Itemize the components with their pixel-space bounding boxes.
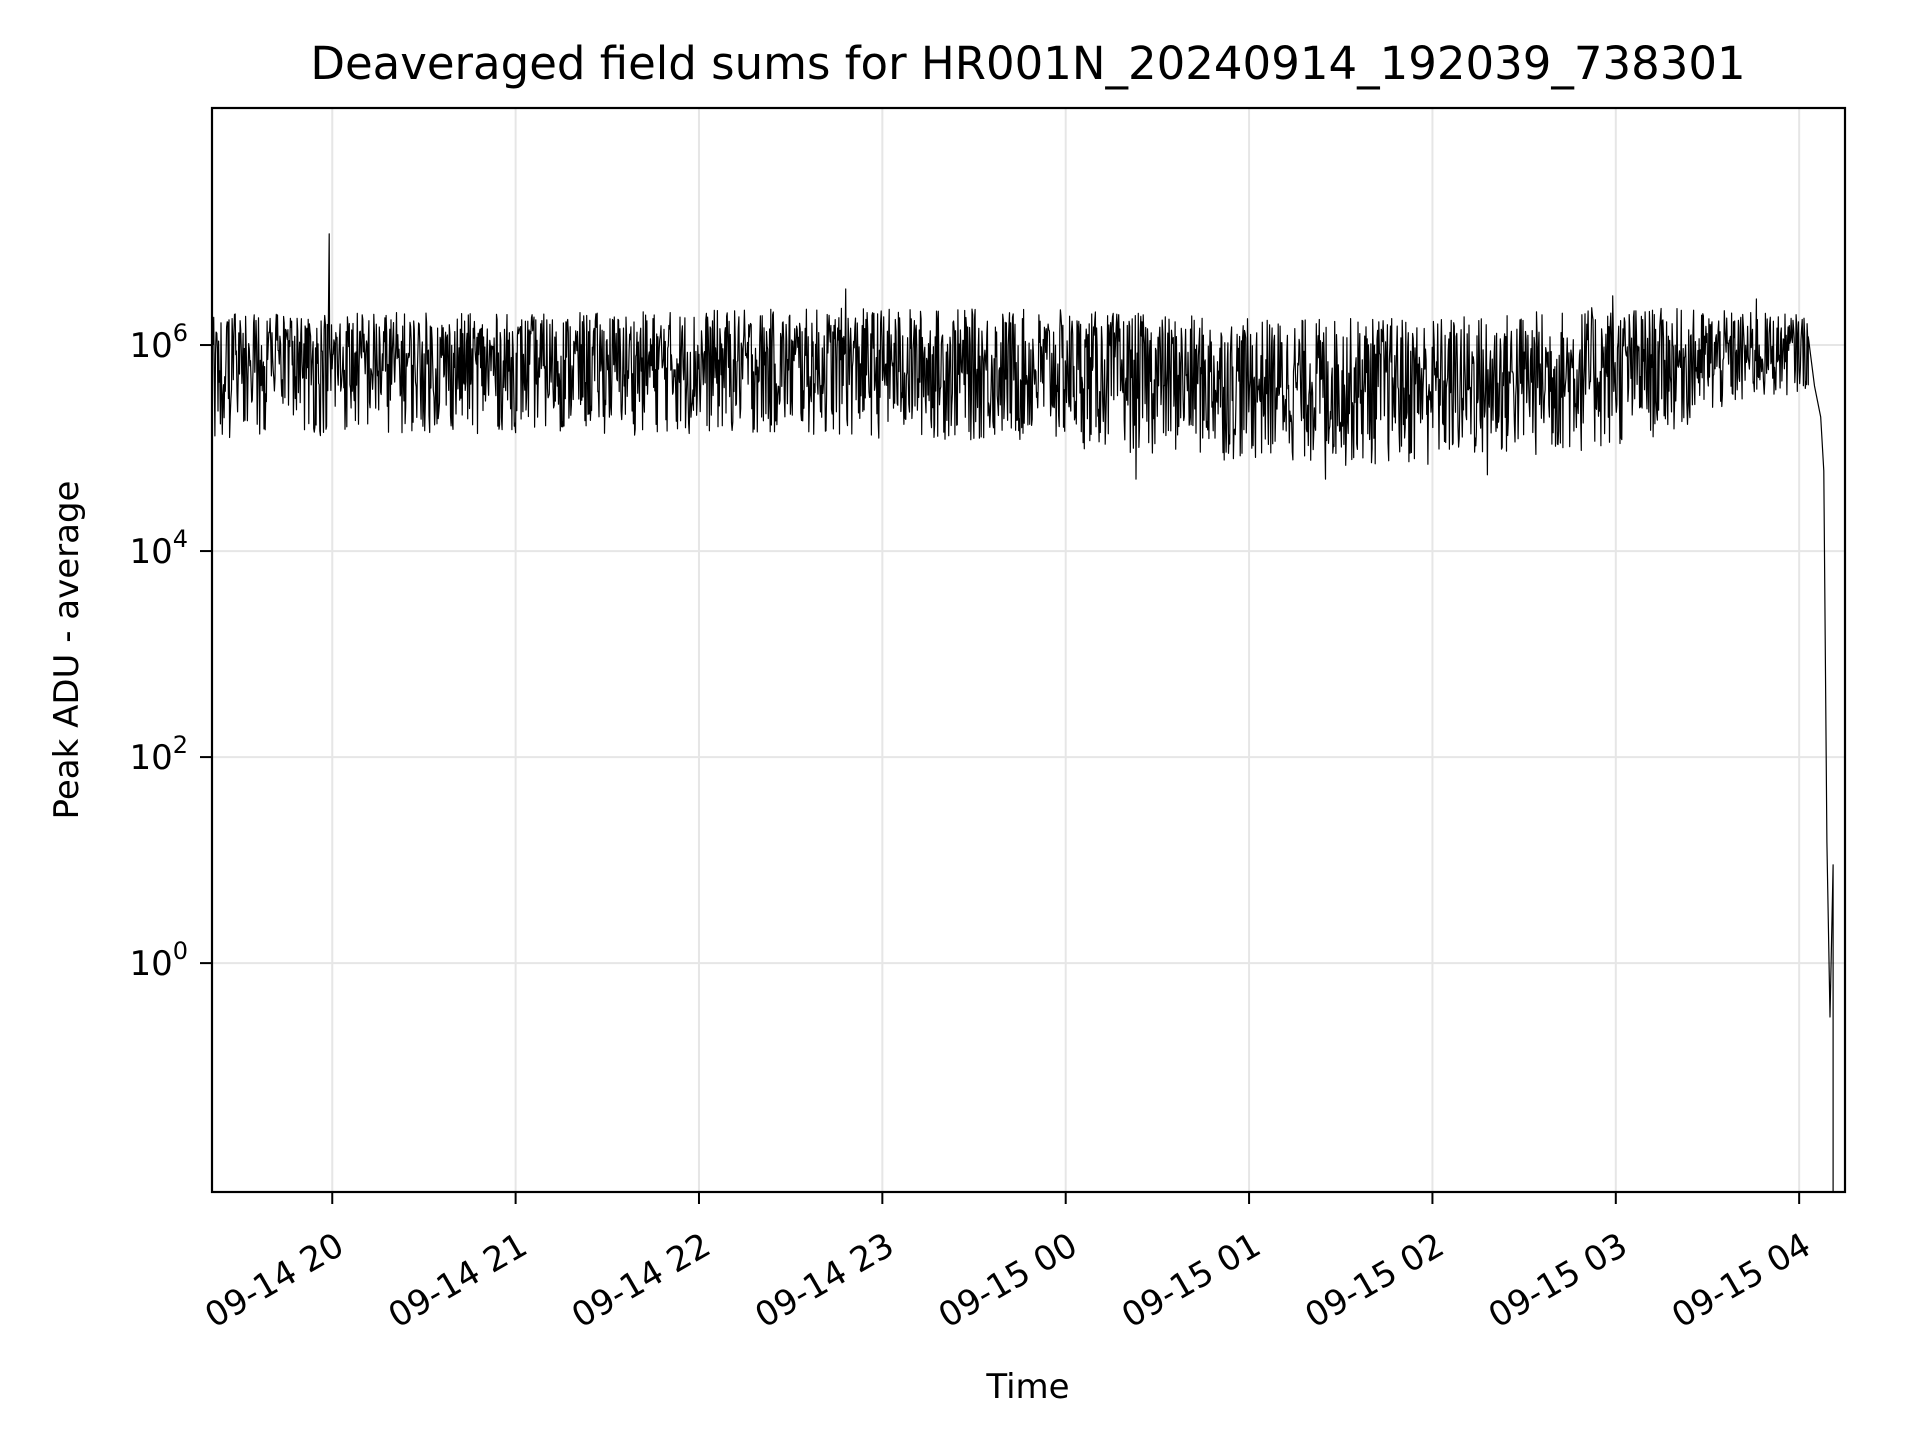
x-tick-label: 09-15 04	[1665, 1225, 1817, 1336]
y-tick-label: 100	[129, 937, 188, 984]
y-tick-base: 10	[129, 532, 172, 572]
y-tick-base: 10	[129, 738, 172, 778]
chart-title: Deaveraged field sums for HR001N_2024091…	[310, 37, 1745, 90]
x-tick-label: 09-15 01	[1115, 1225, 1267, 1336]
x-tick-label: 09-15 03	[1482, 1225, 1634, 1336]
x-tick-label: 09-15 02	[1299, 1225, 1451, 1336]
y-tick-base: 10	[129, 326, 172, 366]
x-axis-label: Time	[985, 1367, 1069, 1407]
plot-frame	[210, 106, 1847, 1194]
y-tick-exponent: 0	[173, 937, 188, 965]
y-tick-label: 104	[129, 525, 188, 572]
series-line	[212, 233, 1834, 1192]
y-tick-exponent: 6	[173, 319, 188, 347]
y-tick-base: 10	[129, 944, 172, 984]
x-tick-label: 09-14 21	[382, 1225, 534, 1336]
y-tick-exponent: 2	[173, 731, 188, 759]
grid	[212, 108, 1845, 1192]
x-tick-label: 09-15 00	[932, 1225, 1084, 1336]
y-tick-label: 106	[129, 319, 188, 366]
y-tick-label: 102	[129, 731, 188, 778]
y-axis-label: Peak ADU - average	[47, 481, 87, 820]
x-axis: 09-14 20 09-14 21 09-14 22 09-14 23 09-15 00…	[198, 1192, 1818, 1336]
x-tick-label: 09-14 23	[748, 1225, 900, 1336]
x-tick-label: 09-14 22	[565, 1225, 717, 1336]
y-tick-exponent: 4	[173, 525, 188, 553]
x-tick-label: 09-14 20	[198, 1225, 350, 1336]
